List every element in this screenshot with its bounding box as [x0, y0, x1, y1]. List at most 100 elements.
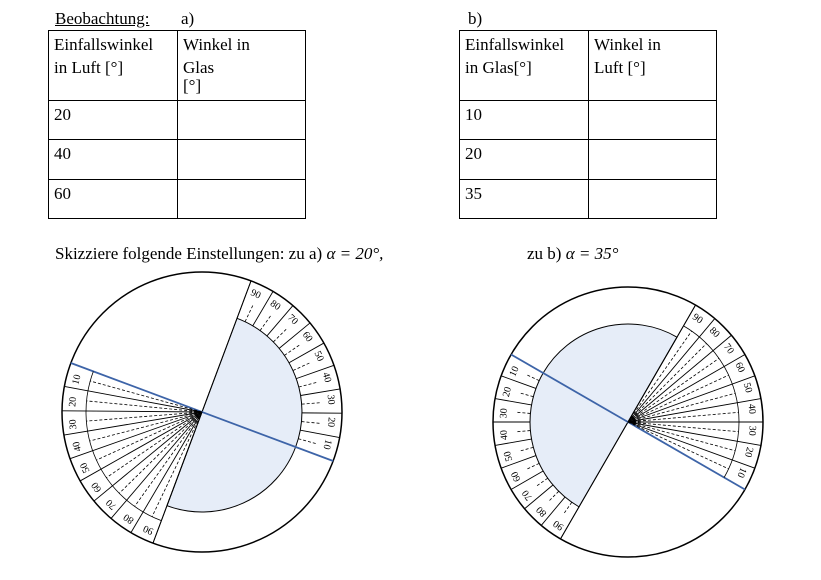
header-line: Einfallswinkel: [465, 35, 565, 54]
scale-line-dashed: [273, 329, 287, 343]
instruction-text: zu b): [527, 244, 562, 263]
scale-label: 40: [746, 403, 758, 414]
scale-line-dashed: [515, 430, 531, 433]
scale-label: 40: [320, 371, 333, 384]
scale-label: 10: [321, 438, 334, 450]
scale-line: [300, 429, 340, 438]
scale-line-dashed: [301, 402, 320, 405]
scale-label: 10: [734, 466, 748, 480]
scale-line-dashed: [89, 411, 203, 442]
header-line: [°]: [183, 76, 202, 95]
scale-label: 40: [498, 429, 510, 440]
header-line: Glas: [183, 58, 215, 77]
scale-line-dashed: [627, 374, 729, 423]
scale-line: [69, 411, 203, 460]
scale-line: [627, 375, 756, 423]
scale-line-dashed: [547, 491, 559, 503]
scale-label: 50: [78, 461, 92, 475]
scale-label: 20: [501, 386, 514, 398]
scale-label: 30: [746, 425, 758, 436]
scale-line-dashed: [86, 411, 203, 422]
scale-line-dashed: [298, 438, 316, 444]
scale-label: 30: [498, 408, 510, 419]
scale-line-dashed: [627, 330, 692, 423]
scale-label: 90: [249, 287, 263, 301]
scale-line-dashed: [627, 421, 736, 452]
scale-line-dashed: [562, 502, 573, 515]
scale-line: [93, 411, 203, 502]
scale-line: [266, 305, 294, 337]
scale-label: 90: [142, 522, 156, 536]
header-line: in Glas[°]: [465, 58, 532, 77]
scale-line: [560, 506, 580, 540]
scale-line-dashed: [284, 344, 300, 356]
scale-line: [64, 386, 203, 413]
scale-line-dashed: [515, 411, 531, 414]
scale-line: [540, 496, 566, 526]
part-label: b): [468, 9, 483, 28]
scale-line: [500, 375, 537, 389]
scale-line: [296, 364, 335, 380]
scale-line: [288, 342, 325, 364]
header-line: Winkel in: [183, 35, 250, 54]
scale-line-dashed: [298, 382, 317, 388]
scale-line-dashed: [96, 411, 203, 461]
scale-line: [110, 411, 203, 519]
scale-label: 10: [507, 365, 521, 379]
scale-line: [500, 455, 537, 469]
scale-label: 50: [502, 450, 515, 463]
scale-label: 50: [312, 349, 326, 363]
header-line: Luft [°]: [594, 58, 646, 77]
scale-line-dashed: [627, 421, 739, 433]
scale-line-dashed: [525, 373, 540, 381]
header-line: in Luft [°]: [54, 58, 124, 77]
scale-line-dashed: [518, 446, 534, 452]
scale-label: 30: [325, 394, 337, 405]
scale-line: [130, 411, 203, 533]
air-scale-arc: [683, 325, 740, 478]
scale-line-dashed: [244, 305, 254, 322]
scale-label: 50: [741, 381, 754, 394]
scale-label: 40: [71, 440, 84, 453]
scale-line-dashed: [118, 411, 203, 494]
scale-line-dashed: [627, 411, 739, 423]
scale-line-dashed: [627, 358, 720, 423]
scale-line: [236, 280, 252, 319]
instruction: zu b) α = 35°: [527, 244, 618, 264]
header-cell: Winkel in Luft [°]: [588, 30, 717, 101]
scale-line: [627, 421, 756, 469]
scale-label: 30: [67, 419, 79, 430]
scale-line: [627, 354, 746, 423]
scale-label: 20: [325, 417, 337, 428]
scale-line: [152, 411, 203, 544]
scale-label: 10: [70, 373, 83, 385]
scale-line: [627, 304, 696, 423]
header-cell: Einfallswinkel in Glas[°]: [459, 30, 589, 101]
scale-line-dashed: [518, 392, 534, 398]
scale-label: 20: [742, 446, 755, 458]
empty-cell: [588, 179, 717, 219]
title: Beobachtung:: [55, 9, 150, 28]
scale-line: [300, 388, 341, 396]
scale-line-dashed: [301, 421, 320, 424]
scale-line-dashed: [525, 463, 540, 471]
scale-line: [627, 398, 762, 423]
scale-label: 60: [732, 361, 746, 375]
instruction: Skizziere folgende Einstellungen: zu a) …: [55, 244, 383, 264]
scale-line: [627, 334, 732, 423]
scale-line-dashed: [86, 400, 203, 413]
scale-line: [627, 421, 762, 446]
scale-line-dashed: [151, 411, 203, 517]
scale-line-dashed: [134, 411, 203, 507]
formula: α = 35°: [565, 244, 619, 263]
header-line: Einfallswinkel: [54, 35, 154, 54]
scale-line: [524, 484, 554, 510]
scale-label: 20: [67, 396, 79, 407]
header-cell: Winkel in Glas [°]: [177, 30, 306, 101]
scale-label: 60: [509, 470, 523, 484]
scale-line: [494, 438, 532, 446]
scale-line: [252, 291, 274, 327]
instruction-text: Skizziere folgende Einstellungen: zu a): [55, 244, 323, 263]
